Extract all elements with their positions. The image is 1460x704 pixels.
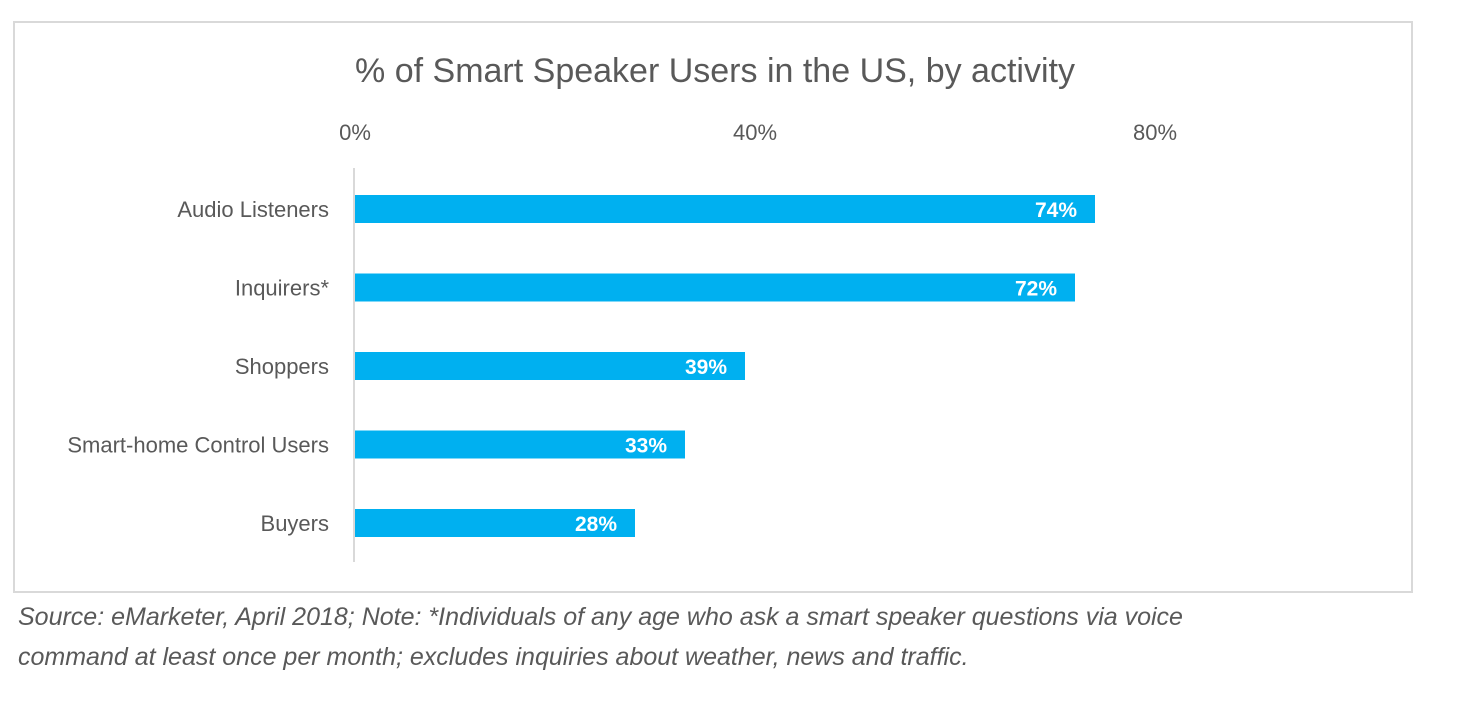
data-label: 72% <box>1015 278 1057 301</box>
data-label: 74% <box>1035 199 1077 222</box>
category-label: Shoppers <box>235 354 329 379</box>
x-tick-label: 0% <box>339 120 371 145</box>
source-note-line-1: Source: eMarketer, April 2018; Note: *In… <box>18 603 1183 631</box>
bar <box>355 430 685 459</box>
category-label: Smart-home Control Users <box>67 433 329 458</box>
source-note-line-2: command at least once per month; exclude… <box>18 643 969 671</box>
bar <box>355 352 745 380</box>
category-label: Inquirers* <box>235 276 330 301</box>
data-label: 39% <box>685 356 727 379</box>
chart-frame <box>13 21 1413 593</box>
bar <box>355 195 1095 223</box>
bar <box>355 273 1075 302</box>
x-tick-label: 80% <box>1133 120 1177 145</box>
bar <box>355 509 635 537</box>
x-tick-label: 40% <box>733 120 777 145</box>
data-label: 28% <box>575 513 617 536</box>
category-label: Audio Listeners <box>177 197 329 222</box>
data-label: 33% <box>625 435 667 458</box>
category-label: Buyers <box>261 511 329 536</box>
chart-title: % of Smart Speaker Users in the US, by a… <box>355 52 1075 90</box>
